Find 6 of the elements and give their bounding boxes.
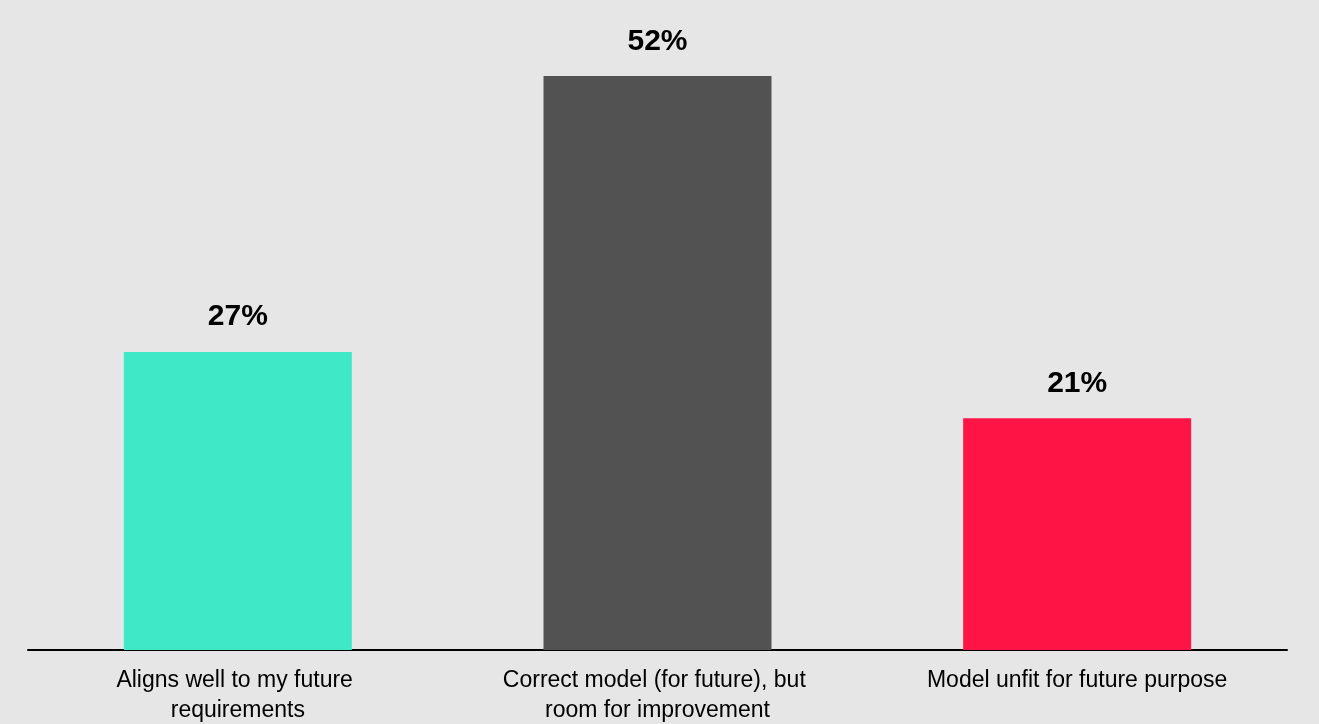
data-label: 21% [1047,364,1108,398]
data-label: 52% [627,22,688,56]
x-tick-label: Model unfit for future purpose [926,666,1228,692]
x-tick-label: Correct model (for future), but room for improvement [502,666,813,722]
x-tick-label: Aligns well to my future requirements [116,666,360,722]
data-label: 27% [207,298,268,332]
